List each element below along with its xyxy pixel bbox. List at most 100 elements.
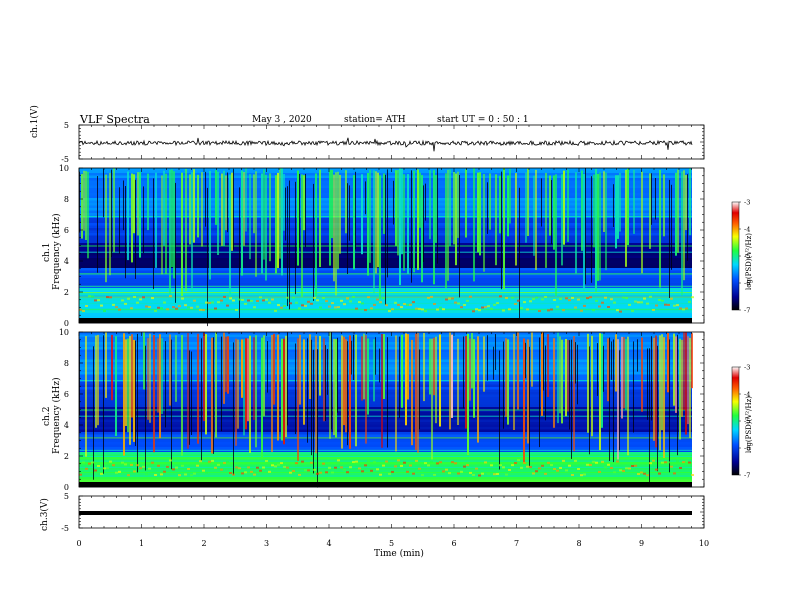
tone-line bbox=[79, 473, 692, 475]
lf-noise bbox=[532, 472, 535, 475]
sferic-streak bbox=[353, 175, 355, 270]
lf-noise bbox=[352, 461, 355, 463]
sferic-streak bbox=[435, 336, 437, 424]
sferic-streak bbox=[149, 333, 151, 423]
dark-streak bbox=[493, 346, 494, 380]
lf-noise bbox=[85, 467, 88, 470]
sferic-streak bbox=[245, 338, 247, 430]
dark-streak bbox=[153, 178, 154, 290]
dark-streak bbox=[529, 346, 530, 466]
sferic-streak bbox=[277, 334, 279, 441]
sferic-streak bbox=[675, 172, 677, 256]
y-tick-label: 5 bbox=[64, 121, 69, 130]
sferic-streak bbox=[399, 168, 401, 286]
sferic-streak bbox=[509, 169, 511, 224]
dark-streak bbox=[331, 332, 332, 430]
lf-noise bbox=[382, 297, 385, 300]
lf-noise bbox=[97, 299, 100, 302]
lf-noise bbox=[241, 298, 244, 301]
sferic-streak bbox=[483, 336, 485, 392]
x-tick-label: 1 bbox=[139, 539, 144, 548]
sferic-streak bbox=[315, 335, 317, 454]
lf-noise bbox=[94, 299, 97, 302]
lf-noise bbox=[631, 465, 634, 467]
sferic-streak bbox=[361, 336, 363, 401]
sferic-streak bbox=[301, 174, 303, 297]
lf-noise bbox=[136, 301, 139, 304]
sferic-streak bbox=[603, 171, 605, 232]
lf-noise bbox=[508, 469, 511, 471]
sferic-streak bbox=[131, 334, 133, 418]
lf-noise bbox=[154, 474, 157, 476]
sferic-streak bbox=[477, 172, 479, 253]
lf-noise bbox=[157, 306, 160, 309]
ch1-frequency-axis-label: Frequency (kHz) bbox=[52, 213, 62, 290]
lf-noise bbox=[526, 308, 529, 311]
lf-noise bbox=[211, 301, 214, 304]
colorbar1-label: log(PSD)(V²/Hz) bbox=[745, 233, 753, 290]
lf-noise bbox=[640, 471, 643, 474]
lf-noise bbox=[571, 474, 574, 476]
spectrogram-band bbox=[79, 429, 692, 433]
lf-noise bbox=[178, 305, 181, 308]
colorbar-tick-label: -6 bbox=[744, 445, 750, 453]
x-tick-label: 5 bbox=[389, 539, 394, 548]
spectrogram-band bbox=[79, 417, 692, 420]
lf-noise bbox=[505, 473, 508, 476]
lf-noise bbox=[484, 306, 487, 309]
lf-noise bbox=[313, 296, 316, 299]
sferic-streak bbox=[559, 336, 561, 414]
tone-line bbox=[79, 415, 692, 417]
lf-noise bbox=[556, 469, 559, 472]
lf-noise bbox=[643, 472, 646, 475]
spectrogram-band bbox=[79, 422, 692, 425]
sferic-streak bbox=[147, 338, 149, 420]
lf-noise bbox=[265, 298, 268, 301]
sferic-streak bbox=[303, 339, 305, 425]
sferic-streak bbox=[515, 173, 517, 266]
spectrogram-band bbox=[79, 349, 692, 353]
dark-streak bbox=[97, 176, 98, 273]
sferic-streak bbox=[253, 174, 255, 234]
lf-noise bbox=[403, 303, 406, 305]
spectrogram-band bbox=[79, 337, 692, 340]
sferic-streak bbox=[615, 334, 617, 392]
dark-streak bbox=[337, 337, 338, 413]
lf-noise bbox=[151, 297, 154, 300]
dark-streak bbox=[325, 345, 326, 422]
sferic-streak bbox=[365, 335, 367, 444]
dark-streak bbox=[385, 174, 386, 305]
sferic-streak bbox=[685, 332, 687, 435]
lf-noise bbox=[196, 305, 199, 308]
sferic-streak bbox=[205, 334, 207, 435]
sferic-streak bbox=[109, 172, 111, 276]
sferic-streak bbox=[685, 175, 687, 231]
lf-noise bbox=[112, 303, 115, 306]
sferic-streak bbox=[169, 169, 171, 294]
lf-noise bbox=[502, 466, 505, 469]
lf-noise bbox=[295, 301, 298, 304]
dark-streak bbox=[487, 182, 488, 234]
tone-line bbox=[79, 437, 692, 439]
dark-streak bbox=[597, 343, 598, 396]
lf-noise bbox=[442, 470, 445, 473]
tone-line bbox=[79, 409, 692, 411]
lf-noise bbox=[511, 296, 514, 299]
sferic-streak bbox=[339, 174, 341, 254]
lf-noise bbox=[601, 460, 604, 463]
lf-noise bbox=[595, 299, 598, 302]
lf-noise bbox=[160, 307, 163, 310]
lf-noise bbox=[88, 295, 91, 298]
lf-noise bbox=[340, 466, 343, 469]
lf-noise bbox=[559, 297, 562, 300]
lf-noise bbox=[544, 296, 547, 298]
lf-noise bbox=[670, 297, 673, 300]
lf-noise bbox=[463, 304, 466, 306]
dark-streak bbox=[239, 187, 240, 321]
lf-noise bbox=[610, 298, 613, 301]
lf-noise bbox=[358, 301, 361, 304]
dark-streak bbox=[619, 350, 620, 451]
lf-noise bbox=[385, 460, 388, 463]
lf-noise bbox=[391, 470, 394, 473]
sferic-streak bbox=[275, 175, 277, 274]
